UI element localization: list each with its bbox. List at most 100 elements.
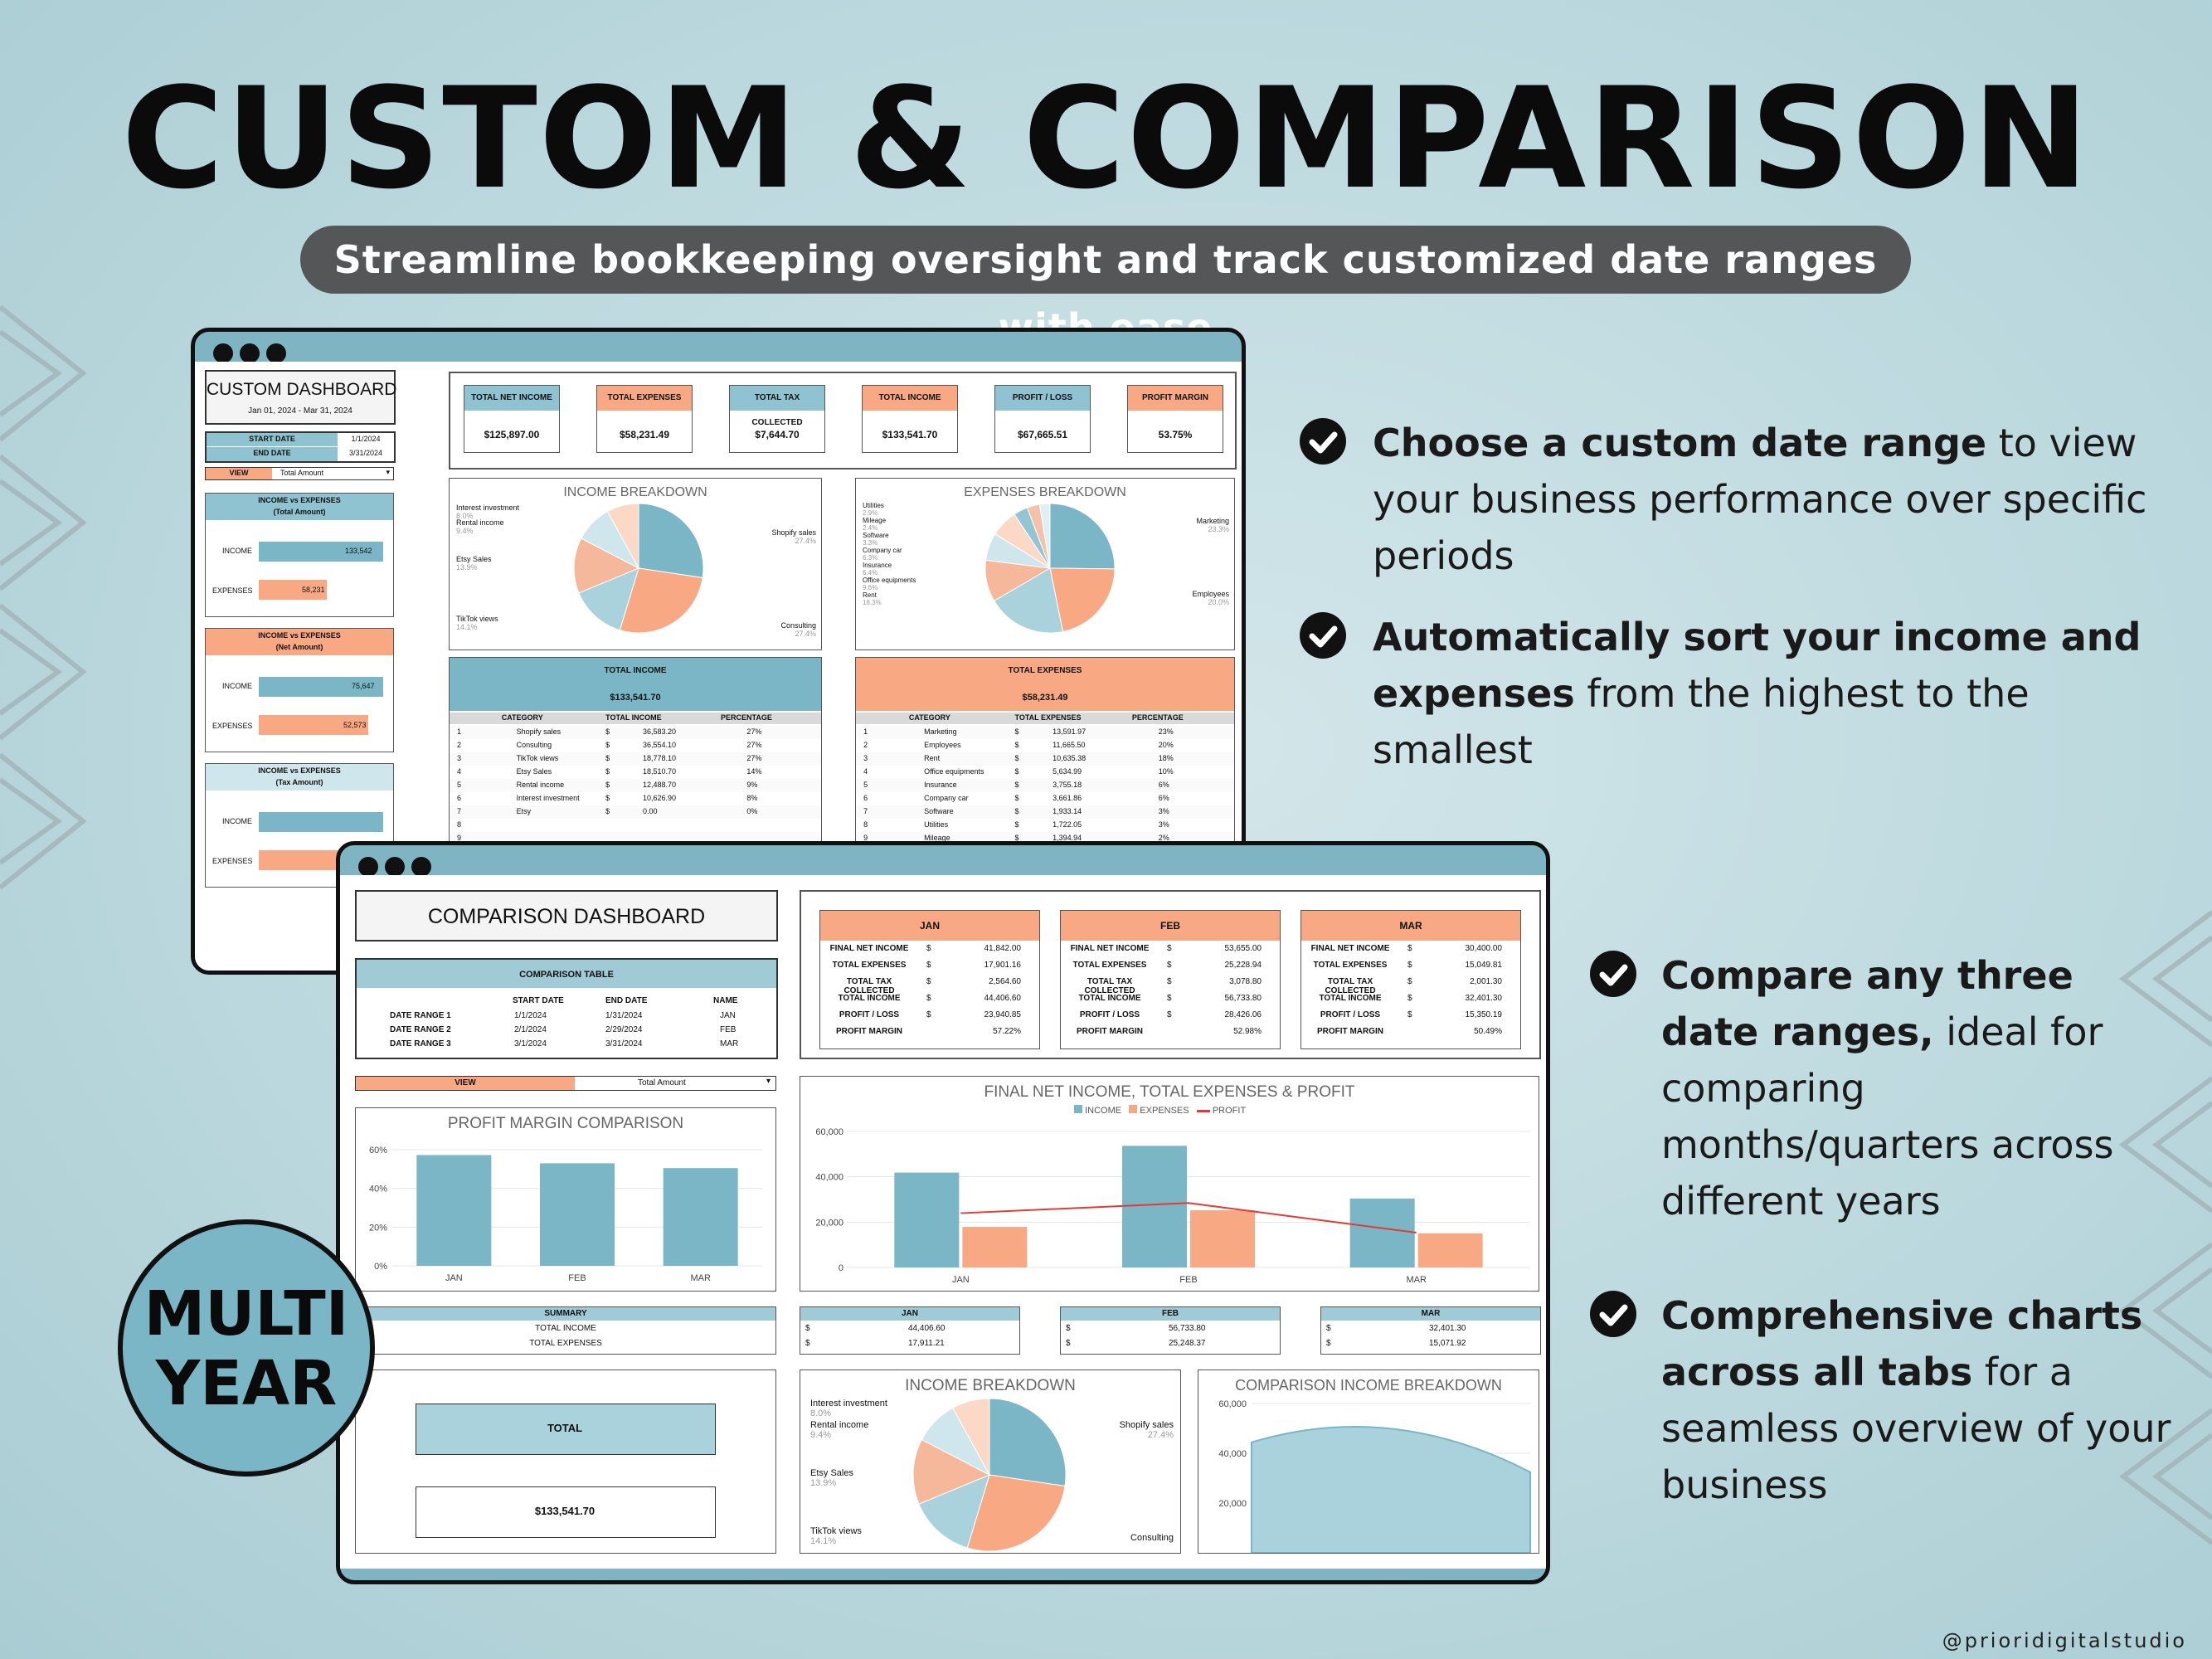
- bar-income: [894, 1172, 960, 1267]
- expenses-table-body: CATEGORY TOTAL EXPENSES PERCENTAGE 1 Marketi…: [856, 713, 1234, 903]
- end-date-label: END DATE: [253, 449, 291, 457]
- table-cell: 13,591.97: [1053, 727, 1087, 736]
- table-cell: Employees: [924, 741, 961, 749]
- table-row: 7 Etsy $0.00 0%: [450, 805, 821, 820]
- currency-symbol: $: [1407, 961, 1412, 970]
- pie-slice: [993, 567, 1064, 634]
- metric-value: 17,901.16: [984, 961, 1022, 970]
- y-tick-label: 40,000: [815, 1173, 843, 1183]
- income-vs-expenses-tax: INCOME vs EXPENSES (Tax Amount) INCOME E…: [205, 763, 394, 888]
- income-expenses-profit-chart: FINAL NET INCOME, TOTAL EXPENSES & PROFI…: [800, 1076, 1539, 1292]
- metric-label: FINAL NET INCOME: [1070, 944, 1150, 953]
- table-cell: 7: [863, 807, 868, 815]
- currency-symbol: $: [1326, 1324, 1331, 1333]
- comparison-sheet: COMPARISON DASHBOARD COMPARISON TABLE ST…: [340, 875, 1546, 1569]
- check-icon: [1590, 1291, 1636, 1337]
- pie-slice: [1049, 567, 1116, 633]
- currency-symbol: $: [1066, 1339, 1071, 1348]
- table-cell: 12,488.70: [642, 781, 676, 789]
- y-tick-label: 20%: [369, 1223, 387, 1233]
- table-cell: 2: [456, 741, 461, 749]
- metric-value: 41,842.00: [984, 944, 1022, 953]
- table-cell: 23%: [1158, 727, 1174, 736]
- range-name-input[interactable]: FEB: [720, 1025, 737, 1034]
- currency-symbol: $: [1167, 944, 1172, 953]
- table-cell: Software: [924, 807, 954, 815]
- kpi-card: PROFIT MARGIN 53.75%: [1127, 385, 1223, 453]
- metric-value: 25,228.94: [1224, 961, 1262, 970]
- chevron-down-icon[interactable]: ▾: [766, 1077, 771, 1086]
- window-dot-icon[interactable]: [411, 857, 431, 877]
- check-icon: [1590, 951, 1636, 997]
- currency-symbol: $: [926, 1010, 931, 1019]
- table-cell: $: [1014, 754, 1019, 762]
- table-cell: 6: [863, 794, 868, 802]
- table-cell: $: [1014, 741, 1019, 749]
- column-header: PERCENTAGE: [1131, 713, 1184, 722]
- metric-value: 44,406.60: [984, 994, 1022, 1003]
- table-cell: Consulting: [516, 741, 552, 749]
- range-name-input[interactable]: JAN: [720, 1011, 736, 1020]
- currency-symbol: $: [1167, 1010, 1172, 1019]
- x-tick-label: FEB: [1179, 1275, 1197, 1285]
- table-row: 7 Software $1,933.14 3%: [856, 805, 1234, 820]
- summary-value: 17,911.21: [908, 1339, 945, 1348]
- currency-symbol: $: [926, 994, 931, 1003]
- income-bar: [259, 542, 383, 562]
- window-controls: [358, 857, 438, 881]
- metric-label: PROFIT / LOSS: [1320, 1010, 1381, 1019]
- table-cell: 1: [456, 727, 461, 736]
- pie-slice: [606, 504, 639, 569]
- table-cell: Mileage: [924, 834, 950, 842]
- table-cell: 9%: [746, 781, 758, 789]
- metric-value: 28,426.06: [1224, 1010, 1262, 1019]
- window-dot-icon[interactable]: [213, 343, 233, 363]
- view-selector[interactable]: VIEW Total Amount ▾: [205, 467, 394, 480]
- table-row: 6 Company car $3,661.86 6%: [856, 792, 1234, 806]
- metric-label: PROFIT / LOSS: [1079, 1010, 1140, 1019]
- metric-label: FINAL NET INCOME: [829, 944, 909, 953]
- y-tick-label: 40,000: [1218, 1449, 1247, 1459]
- range-start-input[interactable]: 1/1/2024: [514, 1011, 547, 1020]
- pie-slice: [619, 567, 703, 634]
- table-cell: 10%: [1158, 767, 1174, 776]
- table-row: 2 Consulting $36,554.10 27%: [450, 739, 821, 753]
- chevron-down-icon[interactable]: ▾: [386, 468, 390, 476]
- end-date-input[interactable]: 3/31/2024: [348, 449, 383, 457]
- y-tick-label: 40%: [369, 1185, 387, 1194]
- table-cell: 27%: [746, 727, 762, 736]
- range-name-input[interactable]: MAR: [720, 1039, 739, 1048]
- table-row: 4 Etsy Sales $18,510.70 14%: [450, 766, 821, 780]
- table-cell: 4: [456, 767, 461, 776]
- window-dot-icon[interactable]: [358, 857, 378, 877]
- metric-value: 23,940.85: [984, 1010, 1022, 1019]
- metric-label: TOTAL INCOME: [838, 994, 901, 1003]
- range-end-input[interactable]: 2/29/2024: [605, 1025, 643, 1034]
- range-start-input[interactable]: 3/1/2024: [514, 1039, 547, 1048]
- bar-expenses: [1417, 1233, 1483, 1267]
- metric-label: TOTAL TAX COLLECTED: [1084, 977, 1135, 995]
- table-cell: Office equipments: [924, 767, 984, 776]
- window-dot-icon[interactable]: [240, 343, 260, 363]
- metric-label: PROFIT MARGIN: [1317, 1027, 1383, 1036]
- income-breakdown-card: INCOME BREAKDOWN Interest investment 8.0%…: [449, 478, 822, 650]
- month-name: JAN: [820, 911, 1039, 941]
- view-selector[interactable]: VIEW Total Amount ▾: [355, 1076, 776, 1091]
- pie-slice: [913, 1438, 991, 1505]
- window-dot-icon[interactable]: [385, 857, 405, 877]
- y-tick-label: 60,000: [1218, 1399, 1247, 1409]
- window-dot-icon[interactable]: [266, 343, 286, 363]
- start-date-input[interactable]: 1/1/2024: [351, 435, 381, 443]
- table-cell: 18%: [1158, 754, 1174, 762]
- income-vs-expenses-net: INCOME vs EXPENSES (Net Amount) INCOME 7…: [205, 628, 394, 752]
- table-cell: $: [1014, 781, 1019, 789]
- month-kpi-card: FEB FINAL NET INCOME $53,655.00 TOTAL EXPEN…: [1060, 910, 1281, 1049]
- expenses-bar: [259, 580, 327, 600]
- range-end-input[interactable]: 3/31/2024: [605, 1039, 643, 1048]
- table-cell: Rental income: [516, 781, 565, 789]
- chart-title: FINAL NET INCOME, TOTAL EXPENSES & PROFI…: [984, 1083, 1355, 1101]
- page-title: CUSTOM DASHBOARD: [207, 380, 397, 399]
- range-end-input[interactable]: 1/31/2024: [605, 1011, 643, 1020]
- range-start-input[interactable]: 2/1/2024: [514, 1025, 547, 1034]
- y-tick-label: 60%: [369, 1146, 387, 1155]
